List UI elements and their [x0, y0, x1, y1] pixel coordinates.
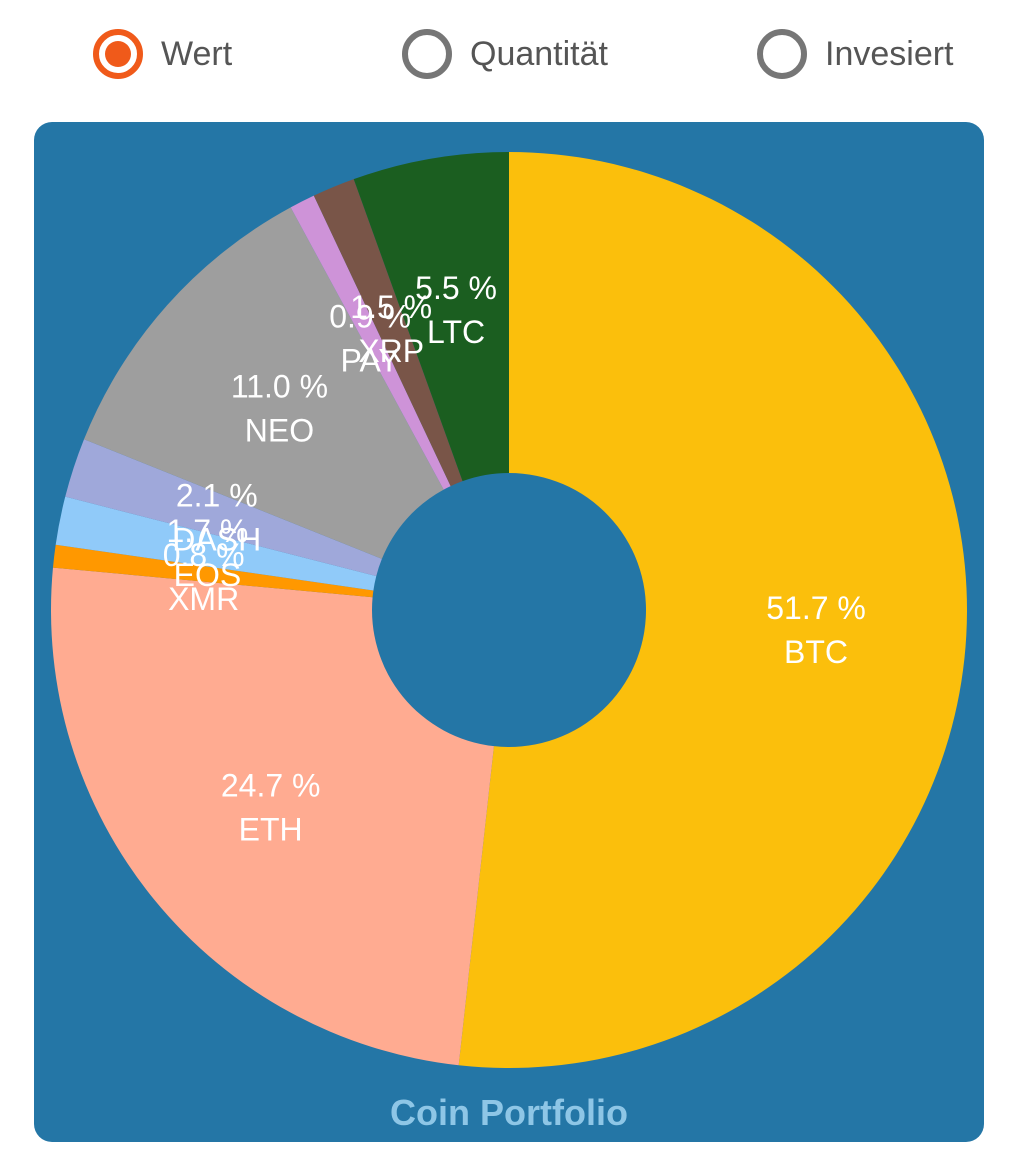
- slice-percent-label-btc: 51.7 %: [766, 590, 866, 626]
- slice-percent-label-pay: 0.9 %: [329, 299, 411, 335]
- slice-percent-label-eos: 1.7 %: [167, 513, 249, 549]
- slice-percent-label-ltc: 5.5 %: [415, 270, 497, 306]
- chart-mode-radio-group: Wert Quantität Invesiert: [0, 0, 1011, 110]
- slice-percent-label-xrp: 1.5 %: [350, 289, 432, 325]
- slice-percent-label-neo: 11.0 %: [231, 368, 328, 404]
- radio-button-unchecked-icon[interactable]: [757, 29, 807, 79]
- chart-title: Coin Portfolio: [390, 1092, 628, 1133]
- radio-button-unchecked-icon[interactable]: [402, 29, 452, 79]
- slice-name-label-eth: ETH: [239, 811, 303, 847]
- slice-name-label-neo: NEO: [245, 412, 314, 448]
- pie-chart-card: 51.7 % BTC 24.7 % ETH 0.8 % XMR 1.7 % EOS 2.1 % D…: [34, 122, 984, 1142]
- slice-name-label-dash: DASH: [172, 521, 261, 557]
- slice-name-label-pay: PAY: [340, 343, 399, 379]
- slice-name-label-eos: EOS: [174, 557, 242, 593]
- donut-chart[interactable]: 51.7 % BTC 24.7 % ETH 0.8 % XMR 1.7 % EOS 2.1 % D…: [34, 122, 984, 1142]
- pie-slice-eth[interactable]: [50, 567, 494, 1066]
- radio-label-invesiert: Invesiert: [825, 34, 954, 73]
- radio-option-invesiert[interactable]: Invesiert: [757, 22, 954, 86]
- slice-name-label-btc: BTC: [784, 634, 848, 670]
- slice-percent-label-eth: 24.7 %: [221, 767, 321, 803]
- radio-option-quantitaet[interactable]: Quantität: [402, 22, 608, 86]
- pie-slice-xrp[interactable]: [313, 179, 463, 487]
- pie-slice-eos[interactable]: [55, 496, 377, 591]
- slice-percent-label-dash: 2.1 %: [176, 477, 258, 513]
- pie-slice-dash[interactable]: [65, 439, 382, 577]
- radio-option-wert[interactable]: Wert: [93, 22, 232, 86]
- pie-slice-pay[interactable]: [290, 195, 451, 490]
- slice-name-label-xrp: XRP: [358, 333, 424, 369]
- radio-dot-icon: [105, 41, 131, 67]
- radio-label-wert: Wert: [161, 34, 233, 73]
- pie-slice-neo[interactable]: [84, 207, 444, 559]
- pie-slice-xmr[interactable]: [52, 544, 374, 598]
- pie-slice-btc[interactable]: [458, 152, 967, 1068]
- radio-label-quantitaet: Quantität: [470, 34, 608, 73]
- pie-slice-ltc[interactable]: [353, 152, 509, 482]
- slice-name-label-ltc: LTC: [427, 314, 485, 350]
- radio-button-checked-icon[interactable]: [93, 29, 143, 79]
- slice-name-label-xmr: XMR: [168, 581, 239, 617]
- slice-percent-label-xmr: 0.8 %: [163, 537, 245, 573]
